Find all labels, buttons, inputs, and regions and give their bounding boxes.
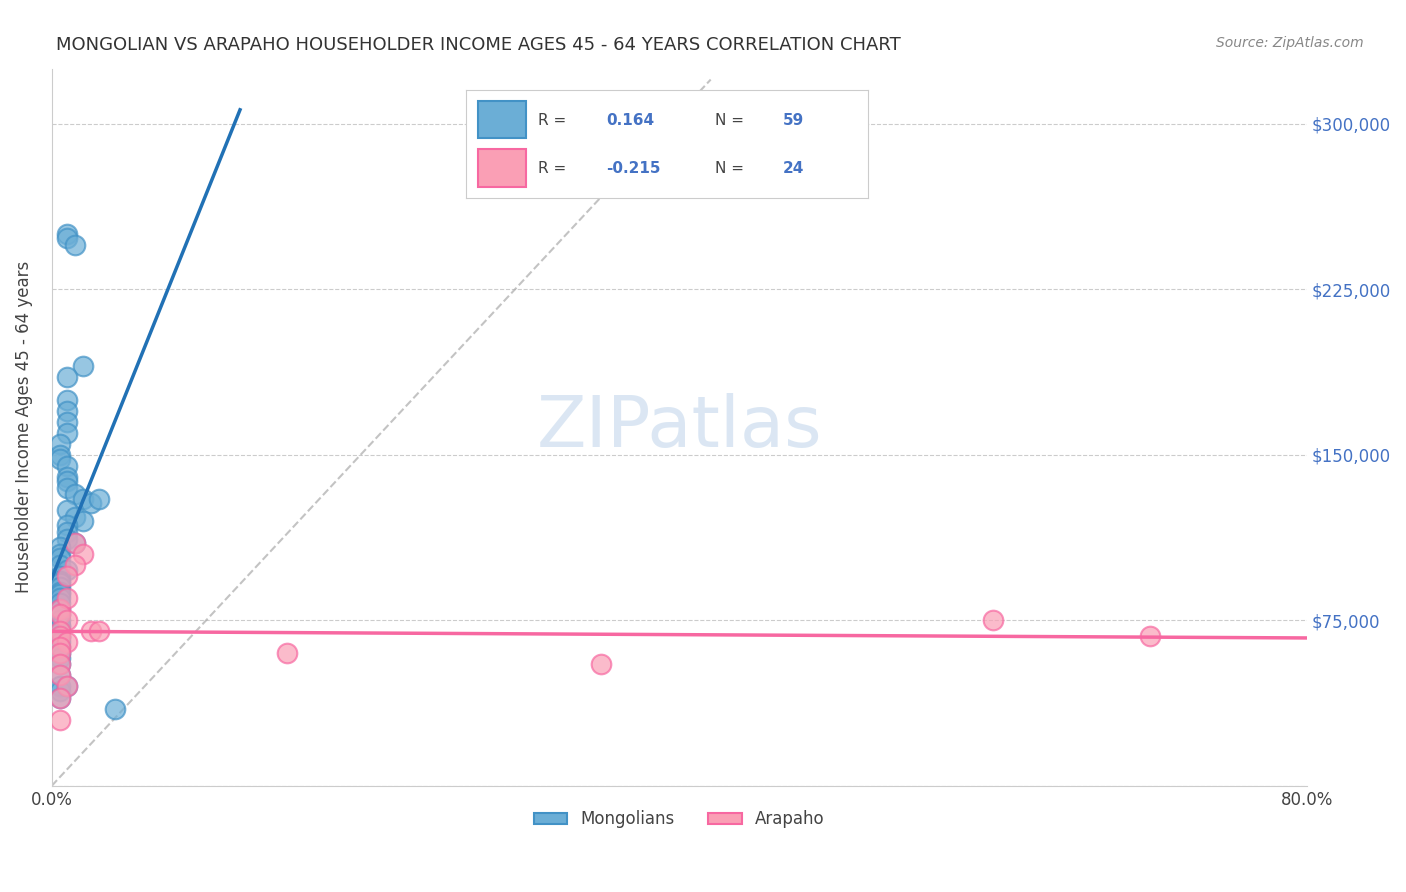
Point (56, 680, 79, 694)
Point (80, 624, 103, 639)
Point (48, 448, 70, 462)
Point (48, 584, 70, 599)
Point (48, 629, 70, 643)
Point (65, 536, 87, 550)
Point (48, 620, 70, 634)
Point (56, 403, 79, 417)
Point (48, 668, 70, 682)
Point (56, 425, 79, 440)
Point (48, 551, 70, 566)
Point (48, 624, 70, 639)
Point (65, 238, 87, 252)
Point (48, 569, 70, 583)
Point (48, 646, 70, 660)
Point (48, 436, 70, 450)
Point (72, 359, 94, 374)
Point (48, 631, 70, 645)
Point (87, 624, 110, 639)
Point (72, 491, 94, 506)
Point (56, 613, 79, 627)
Point (48, 629, 70, 643)
Point (56, 470, 79, 484)
Point (72, 547, 94, 561)
Point (56, 562, 79, 576)
Y-axis label: Householder Income Ages 45 - 64 years: Householder Income Ages 45 - 64 years (15, 261, 32, 593)
Point (56, 392, 79, 407)
Point (56, 524, 79, 539)
Point (56, 231, 79, 245)
Point (72, 514, 94, 528)
Text: Source: ZipAtlas.com: Source: ZipAtlas.com (1216, 36, 1364, 50)
Point (981, 613, 1004, 627)
Point (48, 613, 70, 627)
Point (48, 591, 70, 606)
Point (48, 575, 70, 590)
Point (48, 541, 70, 555)
Point (48, 680, 70, 694)
Point (48, 602, 70, 616)
Point (48, 587, 70, 601)
Point (48, 596, 70, 610)
Point (48, 684, 70, 698)
Legend: Mongolians, Arapaho: Mongolians, Arapaho (527, 804, 831, 835)
Text: MONGOLIAN VS ARAPAHO HOUSEHOLDER INCOME AGES 45 - 64 YEARS CORRELATION CHART: MONGOLIAN VS ARAPAHO HOUSEHOLDER INCOME … (56, 36, 901, 54)
Point (48, 580, 70, 594)
Point (48, 668, 70, 682)
Point (48, 574, 70, 588)
Point (48, 602, 70, 616)
Point (65, 487, 87, 501)
Point (56, 569, 79, 583)
Point (276, 646, 298, 660)
Point (103, 701, 125, 715)
Point (48, 635, 70, 649)
Point (48, 657, 70, 672)
Point (589, 657, 612, 672)
Point (56, 532, 79, 546)
Text: ZIPatlas: ZIPatlas (537, 392, 823, 462)
Point (65, 509, 87, 524)
Point (56, 680, 79, 694)
Point (65, 536, 87, 550)
Point (56, 591, 79, 606)
Point (56, 474, 79, 488)
Point (56, 458, 79, 473)
Point (48, 640, 70, 654)
Point (80, 496, 103, 510)
Point (48, 558, 70, 573)
Point (48, 617, 70, 632)
Point (56, 481, 79, 495)
Point (48, 607, 70, 621)
Point (87, 491, 110, 506)
Point (56, 227, 79, 241)
Point (56, 370, 79, 384)
Point (48, 690, 70, 705)
Point (1139, 629, 1161, 643)
Point (48, 452, 70, 467)
Point (48, 690, 70, 705)
Point (48, 624, 70, 639)
Point (48, 646, 70, 660)
Point (65, 558, 87, 573)
Point (56, 415, 79, 429)
Point (56, 503, 79, 517)
Point (48, 607, 70, 621)
Point (48, 713, 70, 727)
Point (56, 518, 79, 533)
Point (48, 650, 70, 665)
Point (48, 547, 70, 561)
Point (48, 640, 70, 654)
Point (48, 657, 70, 672)
Point (56, 635, 79, 649)
